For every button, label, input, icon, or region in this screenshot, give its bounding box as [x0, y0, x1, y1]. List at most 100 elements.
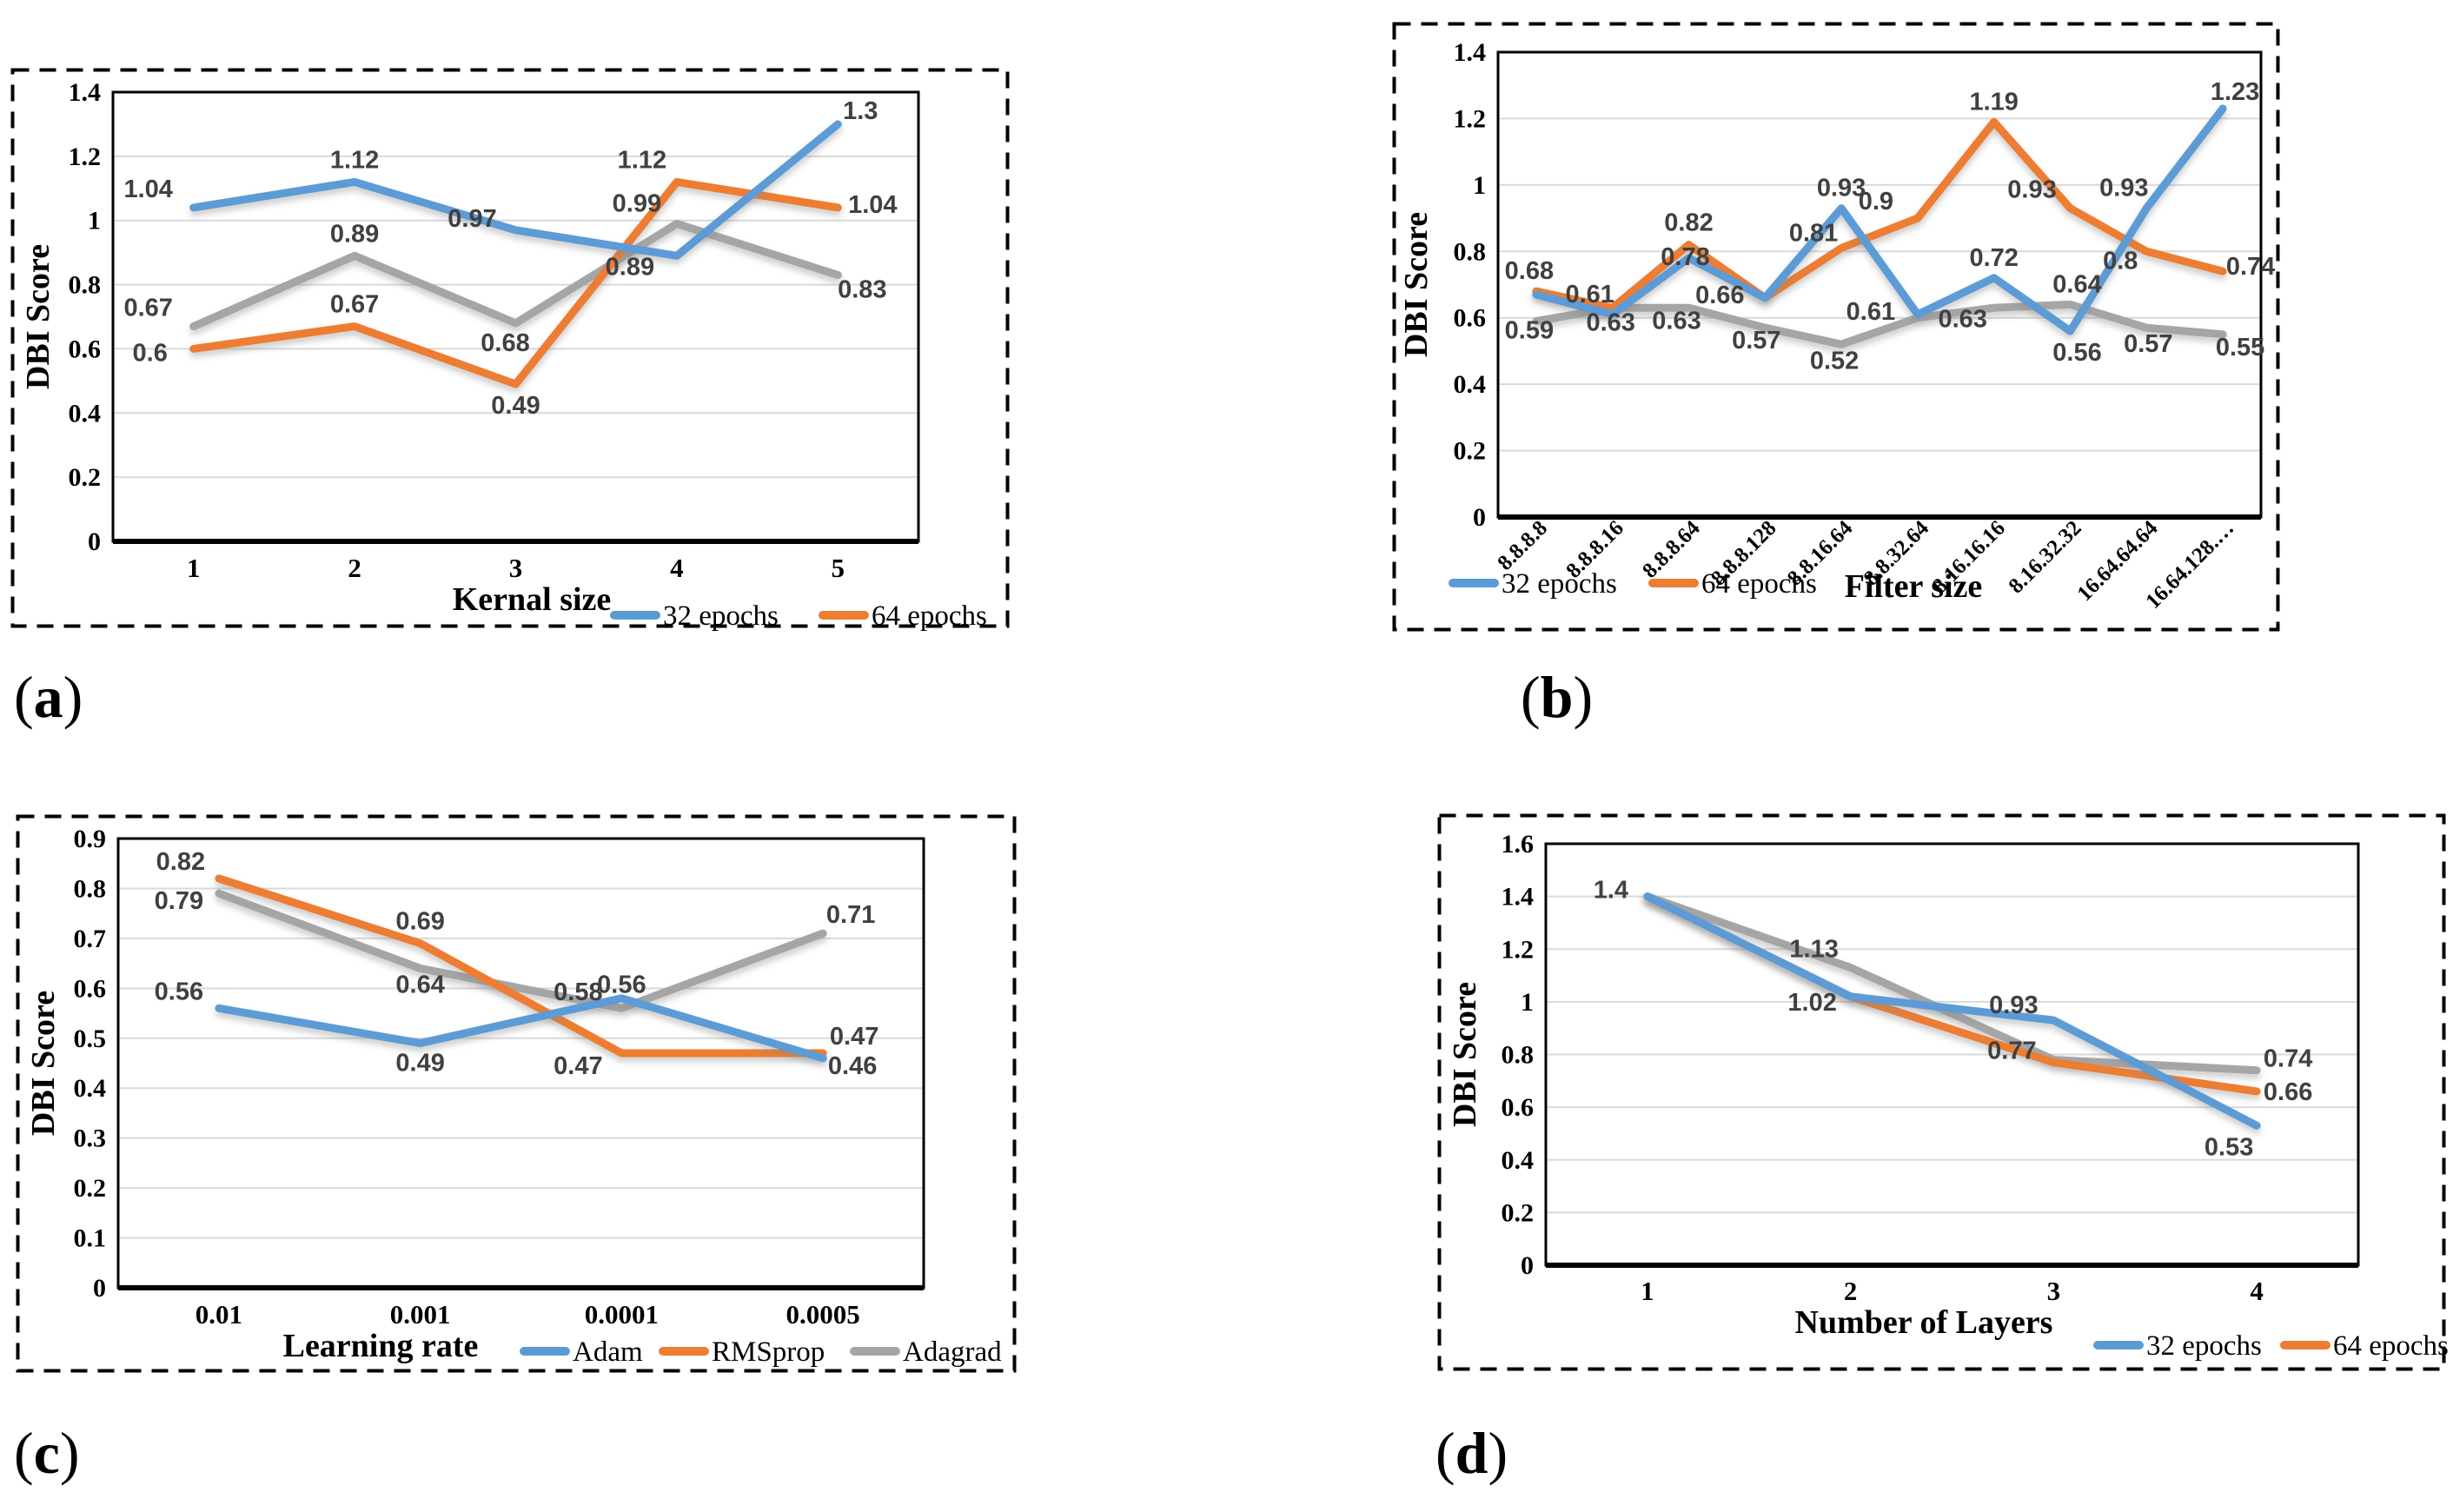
panel-b: 0 0.2 0.4 0.6 0.8 1 1.2 1.4 8.8.8.8 8.8.8.16 8.8.8…: [1392, 22, 2280, 632]
data-label: 0.63: [1652, 307, 1701, 335]
caption-d-letter: d: [1455, 1420, 1488, 1486]
x-tick-label: 0.01: [196, 1299, 242, 1330]
legend-label-64 epochs: 64 epochs: [872, 600, 987, 632]
y-tick-label: 0.2: [1502, 1198, 1535, 1227]
data-label: 1.3: [843, 97, 878, 125]
y-tick-label: 0.6: [69, 335, 102, 363]
y-tick-label: 1.2: [69, 143, 102, 171]
y-axis-ticks-d: 0 0.2 0.4 0.6 0.8 1 1.2 1.4 1.6: [1502, 830, 1535, 1280]
series-line-32 epochs: [1532, 104, 2227, 335]
caption-a-close: ): [63, 664, 83, 730]
data-label: 1.4: [1594, 877, 1628, 905]
data-label: 0.93: [1817, 175, 1866, 202]
data-label: 0.56: [597, 971, 646, 998]
y-tick-label: 0.4: [74, 1074, 107, 1103]
x-axis-ticks-d: 1 2 3 4: [1641, 1276, 2264, 1306]
data-label: 0.77: [1987, 1038, 2036, 1065]
y-tick-label: 1.2: [1502, 935, 1535, 964]
data-label: 0.82: [1664, 209, 1713, 237]
legend-a: 32 epochs 64 epochs: [610, 600, 987, 632]
y-tick-label: 0.3: [74, 1124, 107, 1153]
y-tick-label: 0.8: [69, 271, 102, 300]
data-label: 0.47: [554, 1052, 602, 1080]
data-label: 0.57: [1732, 327, 1780, 355]
data-label: 0.81: [1789, 219, 1838, 247]
data-label: 0.89: [330, 220, 379, 248]
x-tick-label: 8.16.32.32: [2005, 516, 2086, 598]
data-label: 0.49: [395, 1050, 444, 1078]
legend-label-64 epochs: 64 epochs: [1701, 568, 1817, 600]
x-tick-label: 8.8.8.8: [1493, 516, 1552, 575]
legend-label-32 epochs: 32 epochs: [663, 600, 779, 632]
data-label: 0.47: [830, 1023, 878, 1051]
y-axis-title-c: DBI Score: [25, 991, 62, 1136]
data-label: 0.9: [1859, 188, 1893, 216]
y-tick-label: 0.4: [1502, 1146, 1535, 1175]
x-tick-label: 2: [348, 553, 361, 583]
data-label: 0.6: [133, 339, 168, 367]
caption-d-open: (: [1435, 1420, 1455, 1486]
legend-c: Adam RMSprop Adagrad: [520, 1336, 1002, 1368]
y-tick-label: 0.2: [74, 1174, 107, 1203]
series-line-32 epochs: [1643, 892, 2261, 1130]
data-label: 0.63: [1938, 305, 1986, 333]
caption-d-close: ): [1488, 1420, 1508, 1486]
data-label: 0.69: [395, 908, 444, 936]
y-tick-label: 0.4: [69, 399, 102, 428]
data-label: 0.79: [155, 887, 203, 915]
y-tick-label: 0: [88, 527, 101, 556]
panel-d-dashed-border: [1437, 813, 2446, 1371]
y-tick-label: 0: [1521, 1251, 1534, 1280]
x-tick-label: 4: [670, 553, 684, 583]
data-label: 0.97: [448, 205, 496, 233]
y-tick-label: 1: [1473, 171, 1486, 200]
data-labels-c: 0.56 0.49 0.58 0.46 0.82 0.69 0.47 0.47 0.79 0.64…: [155, 848, 879, 1080]
data-label: 0.71: [826, 901, 875, 929]
x-tick-label: 0.001: [390, 1299, 451, 1330]
data-label: 0.68: [1505, 257, 1554, 285]
x-tick-label: 1: [1641, 1276, 1654, 1306]
data-labels-b: 0.61 0.78 0.93 0.61 0.72 0.56 0.93 1.23 0.68 0.63…: [1505, 78, 2276, 375]
data-label: 0.93: [1989, 991, 2038, 1019]
caption-c-close: ): [59, 1420, 80, 1486]
y-axis-ticks-c: 0 0.1 0.2 0.3 0.4 0.5 0.6 0.7 0.8 0.9: [74, 825, 107, 1303]
data-labels-a: 1.04 1.12 0.97 0.89 1.3 0.6 0.67 0.49 1.12 1.04 0.…: [123, 97, 897, 420]
y-tick-label: 0.4: [1454, 370, 1487, 399]
legend-label-Adagrad: Adagrad: [903, 1336, 1002, 1368]
y-tick-label: 0.5: [74, 1025, 107, 1053]
data-label: 0.46: [828, 1052, 877, 1080]
y-tick-label: 1: [88, 207, 101, 235]
legend-d: 32 epochs 64 epochs: [2093, 1330, 2449, 1362]
data-label: 0.55: [2216, 334, 2264, 361]
series-line-64 epochs: [189, 177, 842, 388]
y-tick-label: 0.8: [1454, 237, 1487, 266]
legend-b: 32 epochs 64 epochs: [1449, 568, 1817, 600]
data-label: 0.59: [1505, 317, 1554, 345]
x-axis-title-a: Kernal size: [453, 581, 612, 618]
y-tick-label: 0.6: [1454, 304, 1487, 333]
data-label: 0.64: [2052, 270, 2101, 298]
series-lines-c: [215, 874, 827, 1063]
panel-c: 0 0.1 0.2 0.3 0.4 0.5 0.6 0.7 0.8 0.9 0.01 0.001 0.0…: [16, 814, 1017, 1373]
caption-c-letter: c: [33, 1420, 60, 1486]
y-axis-title-d: DBI Score: [1447, 982, 1483, 1127]
caption-d: (d): [1435, 1423, 1508, 1482]
caption-a-letter: a: [33, 664, 63, 730]
series-line-unlabeled: [1643, 892, 2261, 1075]
x-tick-label: 3: [2047, 1276, 2061, 1306]
caption-b-open: (: [1521, 664, 1541, 730]
x-axis-title-d: Number of Layers: [1795, 1304, 2053, 1341]
y-tick-label: 1.4: [69, 78, 102, 107]
y-tick-label: 0: [1473, 503, 1486, 532]
data-label: 0.78: [1661, 243, 1709, 271]
x-axis-ticks-a: 1 2 3 4 5: [187, 553, 845, 583]
data-label: 0.64: [395, 971, 444, 998]
y-axis-ticks-a: 0 0.2 0.4 0.6 0.8 1 1.2 1.4: [69, 78, 102, 556]
caption-b-letter: b: [1540, 664, 1574, 730]
data-label: 1.19: [1969, 88, 2018, 116]
y-tick-label: 0.6: [1502, 1093, 1535, 1122]
data-label: 1.13: [1789, 935, 1838, 963]
caption-a-open: (: [14, 664, 34, 730]
y-axis-title-a: DBI Score: [20, 244, 56, 389]
data-label: 0.49: [491, 392, 540, 420]
